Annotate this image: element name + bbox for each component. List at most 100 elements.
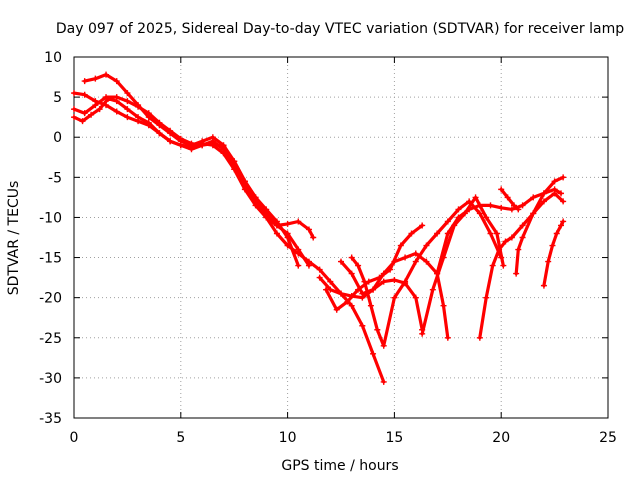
data-point (551, 178, 558, 185)
data-point (376, 274, 383, 281)
data-point (209, 134, 216, 141)
x-tick-labels: 0 5 10 15 20 25 (70, 430, 617, 446)
data-point (295, 262, 302, 269)
data-point (263, 206, 270, 213)
data-point (423, 242, 430, 249)
data-point (540, 282, 547, 289)
data-point (156, 119, 163, 126)
data-point (88, 111, 95, 118)
data-point (231, 158, 238, 165)
data-point (483, 294, 490, 301)
data-point (434, 230, 441, 237)
data-point (545, 258, 552, 265)
data-point (316, 274, 323, 281)
series-line (542, 219, 565, 288)
data-point (252, 194, 259, 201)
data-point (444, 334, 451, 341)
y-tick-label: 0 (53, 130, 62, 146)
data-point (348, 270, 355, 277)
data-point (361, 278, 368, 285)
data-point (71, 90, 77, 97)
data-point (511, 202, 518, 209)
series-line (72, 91, 386, 384)
series-track-6 (323, 222, 426, 313)
data-point (519, 234, 526, 241)
x-tick-label: 10 (279, 430, 297, 446)
data-point (199, 142, 206, 149)
data-point (167, 138, 174, 145)
data-point (419, 222, 426, 229)
y-tick-label: 5 (53, 90, 62, 106)
data-series (71, 71, 567, 385)
data-point (380, 378, 387, 385)
data-point (359, 290, 366, 297)
y-tick-label: -15 (39, 251, 62, 267)
series-track-12 (498, 186, 522, 213)
y-tick-label: -35 (39, 411, 62, 427)
data-point (461, 210, 468, 217)
data-point (440, 302, 447, 309)
data-point (540, 198, 547, 205)
data-point (92, 102, 99, 109)
data-point (380, 342, 387, 349)
data-point (508, 234, 515, 241)
data-point (145, 110, 152, 117)
data-point (145, 119, 152, 126)
data-point (113, 78, 120, 85)
data-point (359, 322, 366, 329)
series-track-1 (71, 90, 387, 385)
data-point (81, 110, 88, 117)
data-point (124, 106, 131, 113)
grid (74, 57, 608, 418)
data-point (489, 262, 496, 269)
data-point (408, 230, 415, 237)
data-point (508, 206, 515, 213)
data-point (103, 94, 110, 101)
y-axis-label: SDTVAR / TECUs (6, 181, 22, 296)
data-point (487, 202, 494, 209)
data-point (451, 222, 458, 229)
data-point (423, 258, 430, 265)
data-point (71, 114, 77, 121)
data-point (515, 246, 522, 253)
data-point (124, 114, 131, 121)
data-point (560, 218, 567, 225)
data-point (498, 186, 505, 193)
data-point (338, 258, 344, 265)
data-point (412, 294, 419, 301)
data-point (560, 174, 567, 181)
x-axis-label: GPS time / hours (281, 458, 398, 474)
data-point (530, 210, 537, 217)
data-point (355, 262, 362, 269)
data-point (305, 262, 312, 269)
data-point (472, 194, 479, 201)
data-point (92, 75, 99, 82)
series-track-13 (513, 174, 567, 277)
data-point (551, 190, 558, 197)
data-point (549, 242, 556, 249)
data-point (434, 270, 441, 277)
data-point (412, 258, 419, 265)
data-point (502, 238, 509, 245)
data-point (374, 326, 381, 333)
data-point (273, 230, 280, 237)
data-point (124, 90, 131, 97)
data-point (370, 286, 377, 293)
data-point (558, 190, 565, 197)
data-point (344, 298, 351, 305)
series-track-11 (476, 190, 567, 341)
data-point (513, 270, 520, 277)
y-tick-label: -30 (39, 371, 62, 387)
data-point (316, 266, 323, 273)
data-point (412, 250, 419, 257)
data-point (284, 220, 291, 227)
data-point (135, 103, 142, 110)
series-line (499, 187, 520, 211)
data-point (493, 230, 500, 237)
data-point (444, 218, 451, 225)
data-point (380, 278, 387, 285)
y-tick-label: -10 (39, 210, 62, 226)
data-point (305, 226, 312, 233)
series-line (324, 223, 424, 312)
